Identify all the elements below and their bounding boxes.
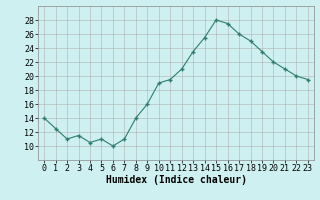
X-axis label: Humidex (Indice chaleur): Humidex (Indice chaleur) (106, 175, 246, 185)
